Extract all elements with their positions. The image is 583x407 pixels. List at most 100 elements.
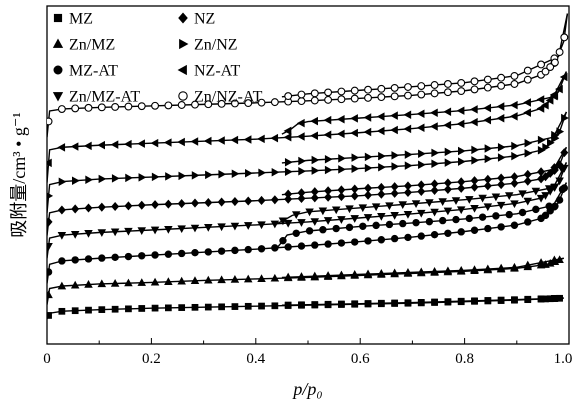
data-point [137, 278, 146, 286]
data-point [358, 204, 368, 213]
series-nz [47, 146, 569, 236]
data-point [363, 113, 372, 122]
data-point [471, 297, 478, 305]
data-point [310, 131, 318, 140]
legend-label: NZ [194, 11, 215, 28]
data-point [537, 135, 546, 145]
data-point [271, 244, 279, 252]
data-point [377, 299, 385, 307]
data-point [177, 225, 186, 234]
data-point [336, 129, 345, 139]
data-point [203, 136, 212, 146]
data-point [310, 193, 319, 203]
data-point [390, 83, 399, 92]
data-point [110, 228, 120, 237]
data-point [417, 232, 425, 240]
x-tick-label: 0.6 [351, 351, 370, 367]
data-point [177, 137, 185, 147]
data-point [230, 196, 239, 207]
data-point [417, 180, 426, 190]
data-point [351, 238, 359, 246]
data-point [430, 108, 438, 117]
data-point [438, 198, 447, 206]
data-point [337, 95, 346, 104]
data-point [416, 123, 425, 132]
desorption-line [281, 111, 568, 164]
data-point [509, 100, 518, 110]
data-point [310, 187, 319, 197]
data-point [297, 193, 306, 204]
curves-layer [47, 13, 569, 320]
data-point [403, 110, 412, 120]
data-point [244, 196, 253, 206]
data-point [244, 245, 252, 254]
data-point [204, 303, 212, 311]
data-point [178, 171, 187, 181]
data-point [310, 218, 320, 226]
data-point [205, 170, 213, 180]
data-point [350, 128, 358, 138]
data-point [377, 189, 386, 199]
data-point [430, 179, 439, 189]
data-point [324, 240, 332, 248]
data-point [431, 159, 440, 168]
data-point [217, 223, 226, 232]
data-point [337, 239, 346, 247]
data-point [324, 186, 333, 196]
data-point [551, 133, 560, 143]
series-nz-at [47, 71, 568, 183]
data-point [523, 260, 533, 269]
data-point [505, 210, 513, 219]
data-point [84, 280, 93, 288]
data-point [191, 248, 199, 257]
legend-entry: Zn/MZ [52, 37, 115, 54]
data-point [555, 48, 564, 57]
data-point [292, 229, 300, 237]
data-point [483, 264, 493, 273]
data-point [324, 154, 333, 164]
legend-marker [179, 38, 189, 50]
data-point [390, 111, 398, 120]
data-point [470, 77, 479, 86]
data-point [97, 140, 105, 150]
adsorption-line [47, 257, 565, 305]
data-point [364, 163, 373, 173]
data-point [270, 98, 279, 107]
data-point [58, 257, 66, 265]
legend-marker [53, 13, 63, 23]
data-point [484, 144, 493, 153]
data-point [337, 185, 346, 195]
data-point [310, 89, 319, 98]
data-point [47, 290, 53, 299]
data-point [298, 301, 305, 309]
data-point [97, 202, 106, 212]
data-point [297, 97, 306, 106]
data-point [191, 198, 199, 208]
data-point [164, 225, 173, 234]
data-point [457, 177, 466, 187]
data-point [138, 252, 146, 260]
data-point [164, 101, 173, 110]
data-point [491, 193, 501, 202]
data-point [151, 251, 159, 259]
data-point [377, 182, 386, 192]
data-point [430, 81, 439, 89]
data-point [377, 236, 386, 244]
data-point [550, 58, 559, 67]
data-point [337, 87, 346, 96]
data-point [537, 167, 546, 177]
data-point [523, 197, 533, 206]
data-point [537, 60, 546, 69]
series-zn-mz-at [47, 162, 569, 259]
legend-label: Zn/NZ-AT [194, 89, 263, 106]
data-point [204, 275, 213, 284]
data-point [541, 192, 550, 200]
data-point [71, 204, 80, 214]
data-point [71, 307, 79, 315]
data-point [350, 94, 359, 103]
data-point [417, 90, 426, 99]
data-point [411, 200, 421, 209]
data-point [350, 184, 359, 194]
data-point [284, 301, 292, 309]
data-point [511, 151, 519, 161]
